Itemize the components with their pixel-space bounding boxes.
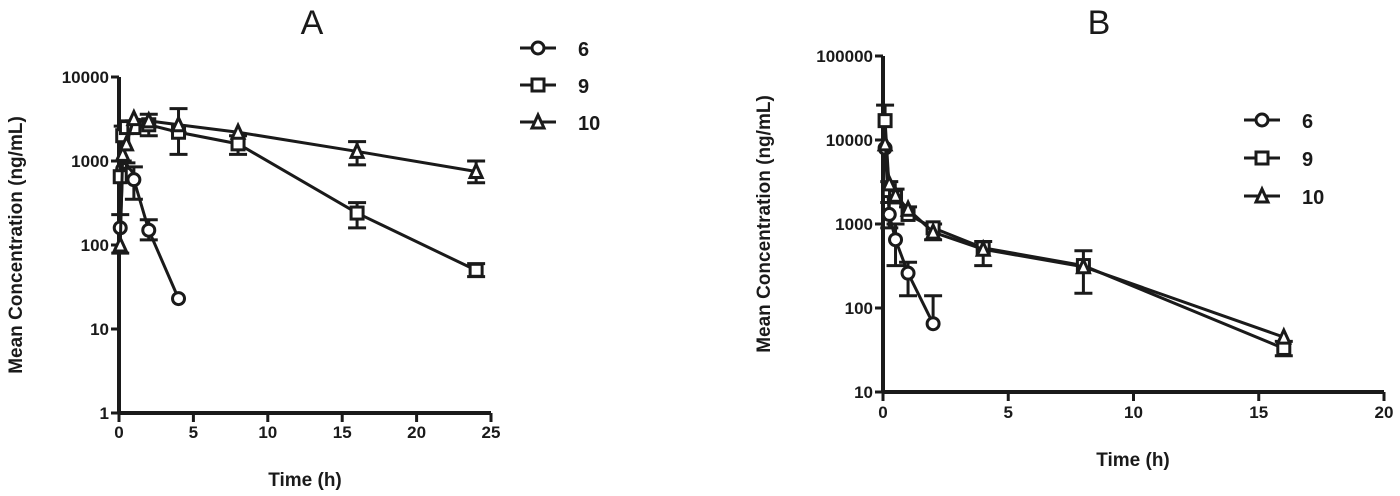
x-tick-label: 20: [407, 423, 426, 442]
panel-title-b: B: [1088, 4, 1111, 42]
triangle-marker-icon: [467, 160, 485, 179]
circle-marker-icon: [925, 316, 941, 332]
x-tick-label: 10: [1124, 403, 1143, 422]
circle-marker-icon: [900, 265, 916, 281]
square-marker-icon: [1254, 150, 1270, 166]
legend-label: 9: [578, 76, 589, 98]
legend-label: 10: [1302, 187, 1324, 209]
circle-marker-icon: [881, 206, 897, 222]
circle-marker-icon: [171, 291, 187, 307]
x-tick-label: 5: [189, 423, 198, 442]
y-tick-label: 1000: [71, 152, 109, 171]
triangle-marker-icon: [880, 173, 898, 192]
panel-title-a: A: [301, 4, 324, 42]
circle-marker-icon: [1254, 112, 1270, 128]
y-tick-label: 100: [81, 236, 109, 255]
x-tick-label: 25: [482, 423, 501, 442]
y-tick-label: 1000: [835, 215, 873, 234]
y-tick-label: 100000: [816, 47, 873, 66]
x-axis-label-a: Time (h): [268, 470, 342, 491]
x-tick-label: 15: [333, 423, 352, 442]
triangle-marker-icon: [118, 133, 135, 152]
x-tick-label: 15: [1249, 403, 1268, 422]
triangle-marker-icon: [899, 198, 917, 217]
triangle-marker-icon: [974, 238, 992, 257]
x-tick-label: 0: [114, 423, 123, 442]
y-axis-label-b: Mean Concentration (ng/mL): [754, 95, 775, 353]
circle-marker-icon: [141, 222, 157, 238]
legend-item-10: 10: [1244, 185, 1324, 209]
square-marker-icon: [468, 262, 484, 278]
legend-item-9: 9: [1244, 149, 1313, 171]
triangle-marker-icon: [170, 114, 187, 133]
y-tick-label: 10000: [62, 68, 109, 87]
chart-panel-a: A 1 10 100 1000 10000 0 5 10 15 20 25 Time (h) Mea…: [6, 4, 600, 491]
legend-a: 6 9 10: [520, 39, 600, 135]
circle-marker-icon: [530, 40, 546, 56]
x-tick-label: 0: [878, 403, 887, 422]
y-tick-label: 10: [90, 320, 109, 339]
triangle-marker-icon: [348, 140, 366, 159]
square-marker-icon: [112, 169, 128, 185]
triangle-marker-icon: [1253, 185, 1271, 204]
x-tick-label: 10: [258, 423, 277, 442]
triangle-marker-icon: [111, 234, 129, 253]
legend-item-10: 10: [520, 111, 600, 135]
axes-a: 1 10 100 1000 10000 0 5 10 15 20 25: [62, 68, 501, 442]
square-marker-icon: [530, 77, 546, 93]
y-tick-label: 1: [100, 404, 109, 423]
legend-b: 6 9 10: [1244, 111, 1324, 209]
triangle-marker-icon: [1075, 256, 1092, 275]
x-tick-label: 5: [1004, 403, 1013, 422]
legend-item-9: 9: [520, 76, 589, 98]
x-axis-label-b: Time (h): [1096, 450, 1170, 471]
triangle-marker-icon: [876, 133, 894, 152]
legend-item-6: 6: [520, 39, 589, 61]
x-tick-label: 20: [1375, 403, 1394, 422]
legend-label: 10: [578, 113, 600, 135]
triangle-marker-icon: [114, 143, 132, 162]
series-9: [111, 107, 486, 279]
triangle-marker-icon: [887, 184, 904, 203]
series-10: [876, 133, 1293, 345]
axes-b: 10 100 1000 10000 100000 0 5 10 15 20: [816, 47, 1393, 422]
legend-label: 9: [1302, 149, 1313, 171]
plot-area-b: [876, 103, 1293, 358]
square-marker-icon: [349, 205, 365, 221]
legend-label: 6: [1302, 111, 1313, 133]
triangle-marker-icon: [529, 111, 547, 130]
triangle-marker-icon: [140, 110, 158, 129]
square-marker-icon: [877, 113, 893, 129]
legend-item-6: 6: [1244, 111, 1313, 133]
y-tick-label: 10000: [826, 131, 873, 150]
triangle-marker-icon: [229, 121, 247, 140]
circle-marker-icon: [126, 172, 142, 188]
triangle-marker-icon: [125, 107, 143, 127]
plot-area-a: [111, 107, 486, 307]
y-axis-label-a: Mean Concentration (ng/mL): [6, 116, 27, 374]
y-tick-label: 100: [845, 299, 873, 318]
triangle-marker-icon: [924, 221, 942, 240]
legend-label: 6: [578, 39, 589, 61]
circle-marker-icon: [888, 232, 904, 248]
series-10: [111, 107, 486, 255]
y-tick-label: 10: [854, 383, 873, 402]
triangle-marker-icon: [1275, 326, 1293, 345]
